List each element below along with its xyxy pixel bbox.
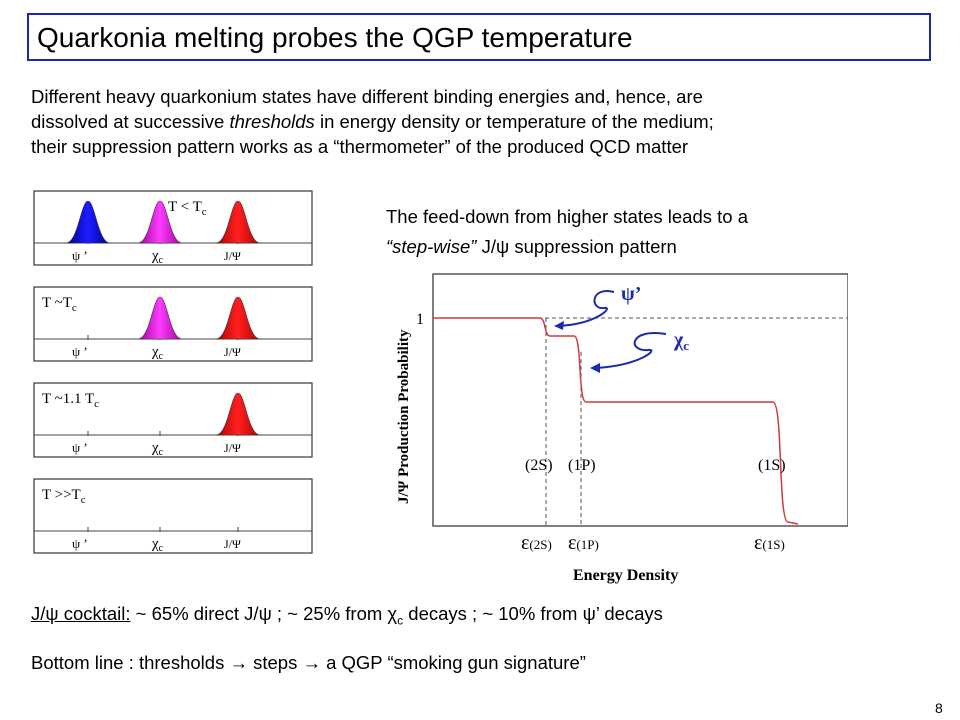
red-peak — [215, 296, 261, 340]
psi-prime-arrowhead-icon — [554, 321, 564, 330]
temperature-label: T >>Tc — [42, 487, 86, 506]
jpsi-label: J/Ψ — [224, 345, 241, 359]
temperature-panel-4: T >>Tc ψ ’ χc J/Ψ — [33, 478, 313, 554]
psi-prime-label: ψ ’ — [72, 440, 88, 455]
page-title: Quarkonia melting probes the QGP tempera… — [37, 22, 633, 53]
feeddown-line-1: The feed-down from higher states leads t… — [386, 206, 748, 227]
red-peak — [215, 200, 261, 244]
psi-prime-annotation: ψ’ — [621, 283, 641, 305]
cocktail-label: J/ψ cocktail: — [31, 603, 131, 624]
temperature-label: T < Tc — [168, 199, 207, 218]
eps-2s-label: ε(2S) — [521, 532, 552, 554]
feeddown-line-2: “step-wise” J/ψ suppression pattern — [386, 236, 677, 257]
temperature-label: T ~1.1 Tc — [42, 391, 99, 410]
temperature-panel-2: T ~Tc ψ ’ χc J/Ψ — [33, 286, 313, 362]
intro-line-1: Different heavy quarkonium states have d… — [31, 86, 703, 107]
red-peak — [215, 392, 261, 436]
step-plot: 1 J/Ψ Production Probability (2S) (1P) (… — [396, 273, 848, 584]
temperature-label: T ~Tc — [42, 295, 77, 314]
chi-c-arrowhead-icon — [590, 363, 600, 373]
temperature-panels: T < Tc ψ ’ χc J/Ψ T ~Tc ψ ’ χc J/Ψ T ~1.1 Tc ψ ’ χ… — [33, 190, 313, 554]
blue-peak — [65, 200, 111, 244]
eps-1s-label: ε(1S) — [754, 532, 785, 554]
title-box: Quarkonia melting probes the QGP tempera… — [27, 13, 931, 61]
state-1s-label: (1S) — [758, 457, 786, 474]
temperature-panel-3: T ~1.1 Tc ψ ’ χc J/Ψ — [33, 382, 313, 458]
temperature-panel-1: T < Tc ψ ’ χc J/Ψ — [33, 190, 313, 266]
magenta-peak — [137, 200, 183, 244]
chi-c-label: χc — [151, 440, 164, 458]
suppression-curve — [433, 317, 799, 525]
intro-line-3: their suppression pattern works as a “th… — [31, 136, 689, 157]
cocktail-line: J/ψ cocktail: ~ 65% direct J/ψ ; ~ 25% f… — [31, 603, 663, 628]
jpsi-label: J/Ψ — [224, 249, 241, 263]
plot-frame — [432, 273, 848, 527]
chi-c-label: χc — [151, 344, 164, 362]
magenta-peak — [137, 296, 183, 340]
jpsi-label: J/Ψ — [224, 537, 241, 551]
psi-prime-arrow — [557, 290, 615, 327]
x-axis-label: Energy Density — [573, 567, 678, 584]
y-one-label: 1 — [416, 311, 424, 328]
y-axis-label: J/Ψ Production Probability — [396, 329, 412, 504]
psi-prime-label: ψ ’ — [72, 248, 88, 263]
feeddown-text: The feed-down from higher states leads t… — [386, 202, 748, 262]
bottom-line: Bottom line : thresholds → steps → a QGP… — [31, 652, 586, 673]
psi-prime-label: ψ ’ — [72, 344, 88, 359]
page-number: 8 — [935, 700, 943, 716]
chi-c-label: χc — [151, 536, 164, 554]
intro-line-2: dissolved at successive thresholds in en… — [31, 111, 714, 132]
chi-c-arrow — [594, 332, 667, 369]
state-2s-label: (2S) — [525, 457, 553, 474]
chi-c-label: χc — [151, 248, 164, 266]
eps-1p-label: ε(1P) — [568, 532, 599, 554]
jpsi-label: J/Ψ — [224, 441, 241, 455]
psi-prime-label: ψ ’ — [72, 536, 88, 551]
intro-paragraph: Different heavy quarkonium states have d… — [31, 84, 931, 159]
chi-c-annotation: χc — [673, 329, 689, 353]
state-1p-label: (1P) — [568, 457, 596, 474]
thresholds-word: thresholds — [229, 111, 315, 132]
